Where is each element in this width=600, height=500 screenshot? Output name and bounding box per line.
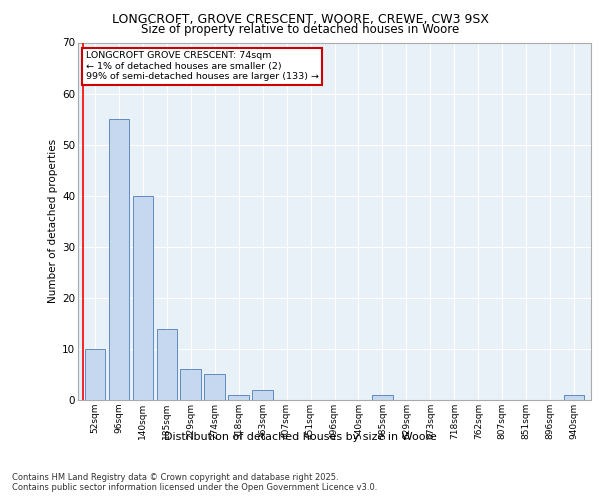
Y-axis label: Number of detached properties: Number of detached properties [48, 139, 58, 304]
Bar [85, 349, 105, 400]
Text: Distribution of detached houses by size in Woore: Distribution of detached houses by size … [164, 432, 436, 442]
Text: LONGCROFT GROVE CRESCENT: 74sqm
← 1% of detached houses are smaller (2)
99% of s: LONGCROFT GROVE CRESCENT: 74sqm ← 1% of … [86, 52, 319, 81]
Text: Contains HM Land Registry data © Crown copyright and database right 2025.: Contains HM Land Registry data © Crown c… [12, 472, 338, 482]
Bar [133, 196, 153, 400]
Bar [229, 395, 249, 400]
Text: LONGCROFT, GROVE CRESCENT, WOORE, CREWE, CW3 9SX: LONGCROFT, GROVE CRESCENT, WOORE, CREWE,… [112, 12, 488, 26]
Bar [205, 374, 225, 400]
Bar [157, 328, 177, 400]
Bar [372, 395, 392, 400]
Bar [181, 370, 201, 400]
Bar [253, 390, 273, 400]
Bar [109, 119, 129, 400]
Text: Contains public sector information licensed under the Open Government Licence v3: Contains public sector information licen… [12, 484, 377, 492]
Bar [564, 395, 584, 400]
Text: Size of property relative to detached houses in Woore: Size of property relative to detached ho… [141, 24, 459, 36]
